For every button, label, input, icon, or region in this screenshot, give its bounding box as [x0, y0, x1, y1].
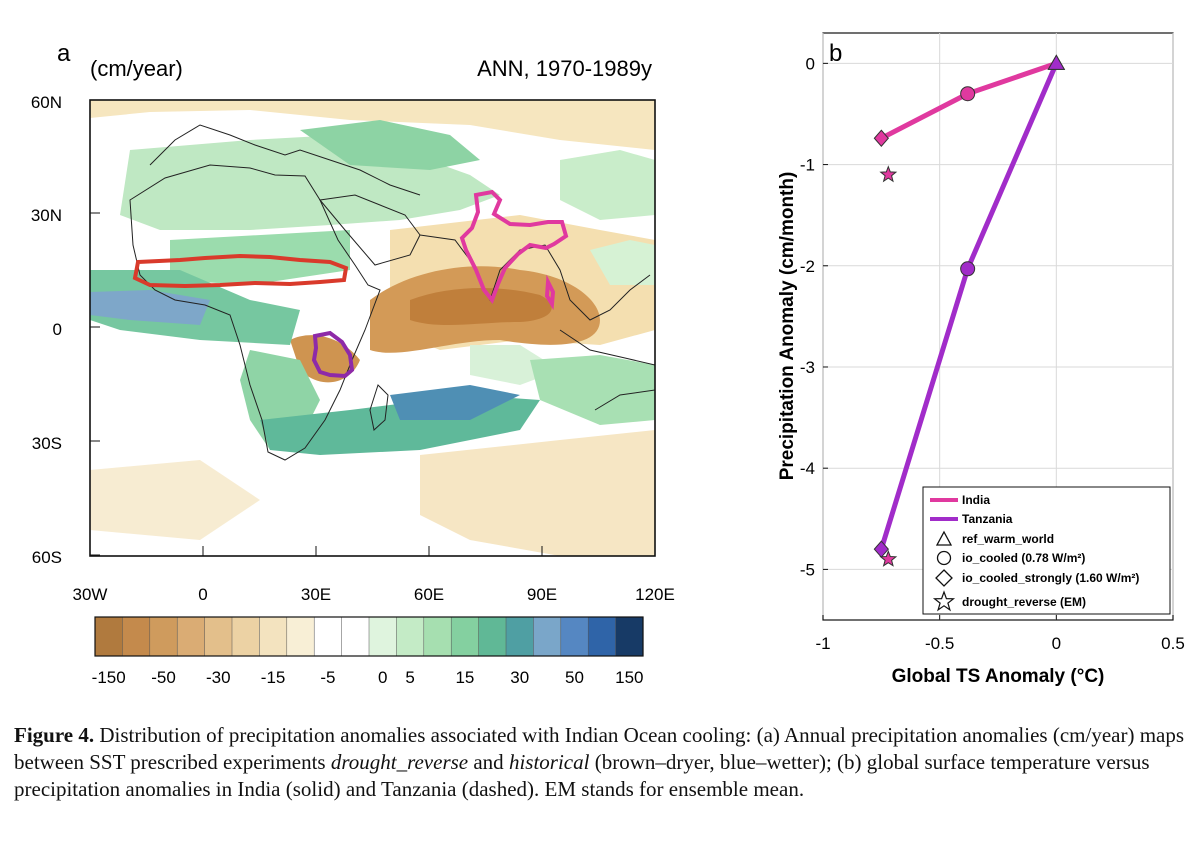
- colorbar: -150 -50 -30 -15 -5 0 5 15 30 50 150: [92, 616, 644, 687]
- colorbar-cell: [368, 616, 397, 657]
- legend-item-io-cooled-strongly: io_cooled_strongly (1.60 W/m²): [962, 571, 1139, 585]
- caption-text-2: and: [468, 750, 509, 774]
- colorbar-label: 5: [405, 668, 414, 687]
- colorbar-label: 0: [378, 668, 387, 687]
- y-tick-label: -3: [800, 358, 815, 377]
- colorbar-cell: [505, 616, 534, 657]
- lon-label-30e: 30E: [301, 585, 331, 604]
- caption-exp-historical: historical: [508, 750, 590, 774]
- marker-io-cooled: [960, 86, 976, 102]
- panel-a: a (cm/year) ANN, 1970-1989y: [31, 40, 675, 687]
- africa-coastline: [129, 164, 381, 461]
- lon-axis: 30W 0 30E 60E 90E 120E: [73, 546, 675, 604]
- colorbar-cell: [122, 616, 151, 657]
- lon-label-0: 0: [198, 585, 207, 604]
- marker-io-cooled-strongly: [873, 129, 889, 148]
- legend-item-drought-reverse: drought_reverse (EM): [962, 595, 1086, 609]
- x-tick-label: 0: [1052, 634, 1061, 653]
- triangle-icon: [935, 530, 953, 546]
- lon-label-90e: 90E: [527, 585, 557, 604]
- y-axis-label: Precipitation Anomaly (cm/month): [777, 172, 798, 481]
- colorbar-cell: [423, 616, 452, 657]
- lat-label-60s: 60S: [32, 548, 62, 567]
- legend-item-tanzania: Tanzania: [962, 512, 1013, 526]
- lat-label-30n: 30N: [31, 206, 62, 225]
- lat-label-0: 0: [53, 320, 62, 339]
- colorbar-label: -5: [320, 668, 335, 687]
- colorbar-cell: [259, 616, 288, 657]
- caption-exp-drought-reverse: drought_reverse: [330, 750, 469, 774]
- lat-label-30s: 30S: [32, 434, 62, 453]
- lon-label-60e: 60E: [414, 585, 444, 604]
- colorbar-label: 150: [615, 668, 643, 687]
- legend: India Tanzania ref_warm_world io_cooled …: [922, 486, 1171, 615]
- sahel-region-outline: [132, 253, 349, 289]
- caption-label: Figure 4.: [14, 723, 95, 747]
- y-tick-label: -4: [800, 459, 815, 478]
- colorbar-cell: [341, 616, 370, 657]
- legend-item-india: India: [962, 493, 990, 507]
- y-tick-label: 0: [806, 54, 815, 73]
- colorbar-cell: [204, 616, 233, 657]
- x-tick-label: -1: [815, 634, 830, 653]
- colorbar-cell: [313, 616, 343, 657]
- colorbar-cell: [615, 616, 644, 657]
- australia-coastline: [594, 389, 655, 411]
- colorbar-cell: [450, 616, 480, 657]
- y-tick-label: -1: [800, 156, 815, 175]
- colorbar-label: -50: [151, 668, 176, 687]
- lon-label-120e: 120E: [635, 585, 675, 604]
- y-tick-label: -2: [800, 257, 815, 276]
- europe-coastline: [149, 124, 421, 196]
- colorbar-label: -150: [92, 668, 126, 687]
- marker-drought-reverse: [879, 165, 898, 183]
- y-tick-label: -5: [800, 560, 815, 579]
- lon-label-30w: 30W: [73, 585, 108, 604]
- colorbar-label: -15: [261, 668, 286, 687]
- figure-caption: Figure 4. Distribution of precipitation …: [14, 722, 1186, 803]
- panel-b: b -1 -0.5 0 0.5 0 -1 -2 -3 -4 -5 Global TS Anomal…: [777, 32, 1185, 687]
- map-frame: [89, 99, 656, 557]
- marker-io-cooled: [960, 261, 976, 277]
- tanzania-region-outline: [311, 330, 355, 379]
- x-tick-label: 0.5: [1161, 634, 1185, 653]
- legend-item-io-cooled: io_cooled (0.78 W/m²): [962, 551, 1085, 565]
- x-tick-label: -0.5: [925, 634, 954, 653]
- lat-axis: 60N 30N 0 30S 60S: [31, 93, 100, 567]
- marker-ref-warm-world: [1047, 54, 1066, 70]
- marker-drought-reverse: [879, 549, 898, 567]
- precip-anomaly-map: [90, 100, 655, 556]
- colorbar-cell: [560, 616, 589, 657]
- colorbar-cell: [396, 616, 425, 657]
- panel-a-letter: a: [57, 40, 71, 67]
- x-axis-label: Global TS Anomaly (°C): [892, 666, 1105, 687]
- circle-icon: [936, 550, 952, 566]
- colorbar-label: 30: [510, 668, 529, 687]
- star-icon: [932, 590, 956, 612]
- lat-label-60n: 60N: [31, 93, 62, 112]
- myanmar-region-outline: [544, 274, 556, 311]
- india-region-outline: [459, 189, 569, 304]
- indonesia-coastline: [559, 329, 655, 366]
- diamond-icon: [935, 569, 953, 587]
- colorbar-cell: [478, 616, 507, 657]
- panel-a-units: (cm/year): [90, 56, 183, 81]
- madagascar-coastline: [369, 384, 389, 431]
- panel-a-period: ANN, 1970-1989y: [477, 56, 652, 81]
- caption-text-3: (brown–dryer, blue–wetter); (b) global s…: [14, 750, 1150, 801]
- caption-text-1: Distribution of precipitation anomalies …: [14, 723, 1185, 774]
- legend-item-ref: ref_warm_world: [962, 532, 1054, 546]
- colorbar-cell: [176, 616, 206, 657]
- colorbar-cell: [533, 616, 562, 657]
- colorbar-cell: [94, 616, 123, 657]
- colorbar-label: 50: [565, 668, 584, 687]
- colorbar-cell: [149, 616, 178, 657]
- colorbar-cell: [587, 616, 617, 657]
- colorbar-cell: [231, 616, 260, 657]
- colorbar-cell: [286, 616, 315, 657]
- colorbar-label: 15: [455, 668, 474, 687]
- panel-b-letter: b: [829, 40, 842, 67]
- colorbar-label: -30: [206, 668, 231, 687]
